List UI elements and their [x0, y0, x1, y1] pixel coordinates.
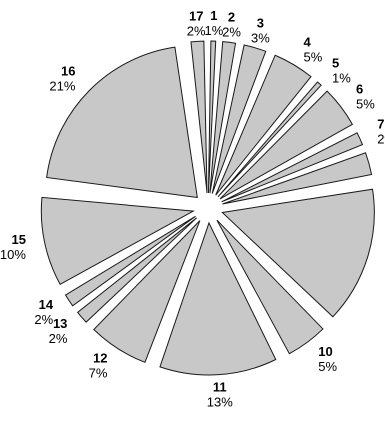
- slice-label-3: 3: [257, 16, 264, 31]
- pie-slice-11: [159, 221, 277, 376]
- pie-slices: [40, 40, 375, 376]
- slice-label-15: 15: [11, 232, 25, 247]
- slice-percent-15: 10%: [0, 247, 26, 262]
- slice-percent-5: 1%: [332, 70, 351, 85]
- pie-slice-5: [217, 81, 322, 198]
- slice-label-13: 13: [53, 316, 67, 331]
- pie-slice-14: [64, 215, 196, 307]
- pie-slice-15: [40, 196, 195, 285]
- slice-label-6: 6: [356, 81, 363, 96]
- slice-label-2: 2: [228, 9, 235, 24]
- slice-label-11: 11: [213, 380, 227, 395]
- pie-slice-10: [216, 219, 324, 355]
- slice-percent-14: 2%: [34, 312, 53, 327]
- pie-labels: 11%22%33%45%51%65%72%83%915%105%1113%127…: [0, 8, 385, 410]
- pie-slice-16: [46, 46, 198, 199]
- slice-percent-16: 21%: [49, 79, 75, 94]
- pie-slice-6: [219, 90, 354, 200]
- slice-percent-2: 2%: [222, 24, 241, 39]
- slice-label-5: 5: [332, 55, 339, 70]
- pie-slice-17: [190, 40, 208, 194]
- pie-slice-7: [221, 132, 364, 203]
- pie-slice-3: [211, 44, 267, 194]
- slice-percent-4: 5%: [304, 49, 323, 64]
- slice-percent-13: 2%: [49, 331, 68, 346]
- slice-percent-3: 3%: [251, 31, 270, 46]
- slice-percent-7: 2%: [377, 132, 385, 147]
- slice-label-7: 7: [377, 117, 384, 132]
- pie-slice-12: [93, 220, 201, 363]
- slice-label-10: 10: [318, 344, 332, 359]
- slice-percent-1: 1%: [205, 23, 224, 38]
- slice-percent-6: 5%: [356, 96, 375, 111]
- slice-label-17: 17: [189, 8, 203, 23]
- slice-label-4: 4: [304, 34, 312, 49]
- slice-percent-17: 2%: [187, 23, 206, 38]
- pie-slice-2: [209, 41, 237, 194]
- pie-slice-4: [215, 54, 312, 196]
- slice-label-14: 14: [39, 297, 54, 312]
- slice-label-1: 1: [210, 8, 217, 23]
- slice-percent-11: 13%: [207, 395, 233, 410]
- pie-slice-13: [76, 217, 198, 323]
- slice-label-12: 12: [93, 350, 107, 365]
- slice-percent-12: 7%: [89, 365, 108, 380]
- pie-slice-8: [222, 152, 373, 205]
- pie-slice-9: [221, 188, 375, 318]
- slice-label-16: 16: [61, 64, 75, 79]
- slice-percent-10: 5%: [318, 359, 337, 374]
- pie-slice-1: [207, 40, 217, 194]
